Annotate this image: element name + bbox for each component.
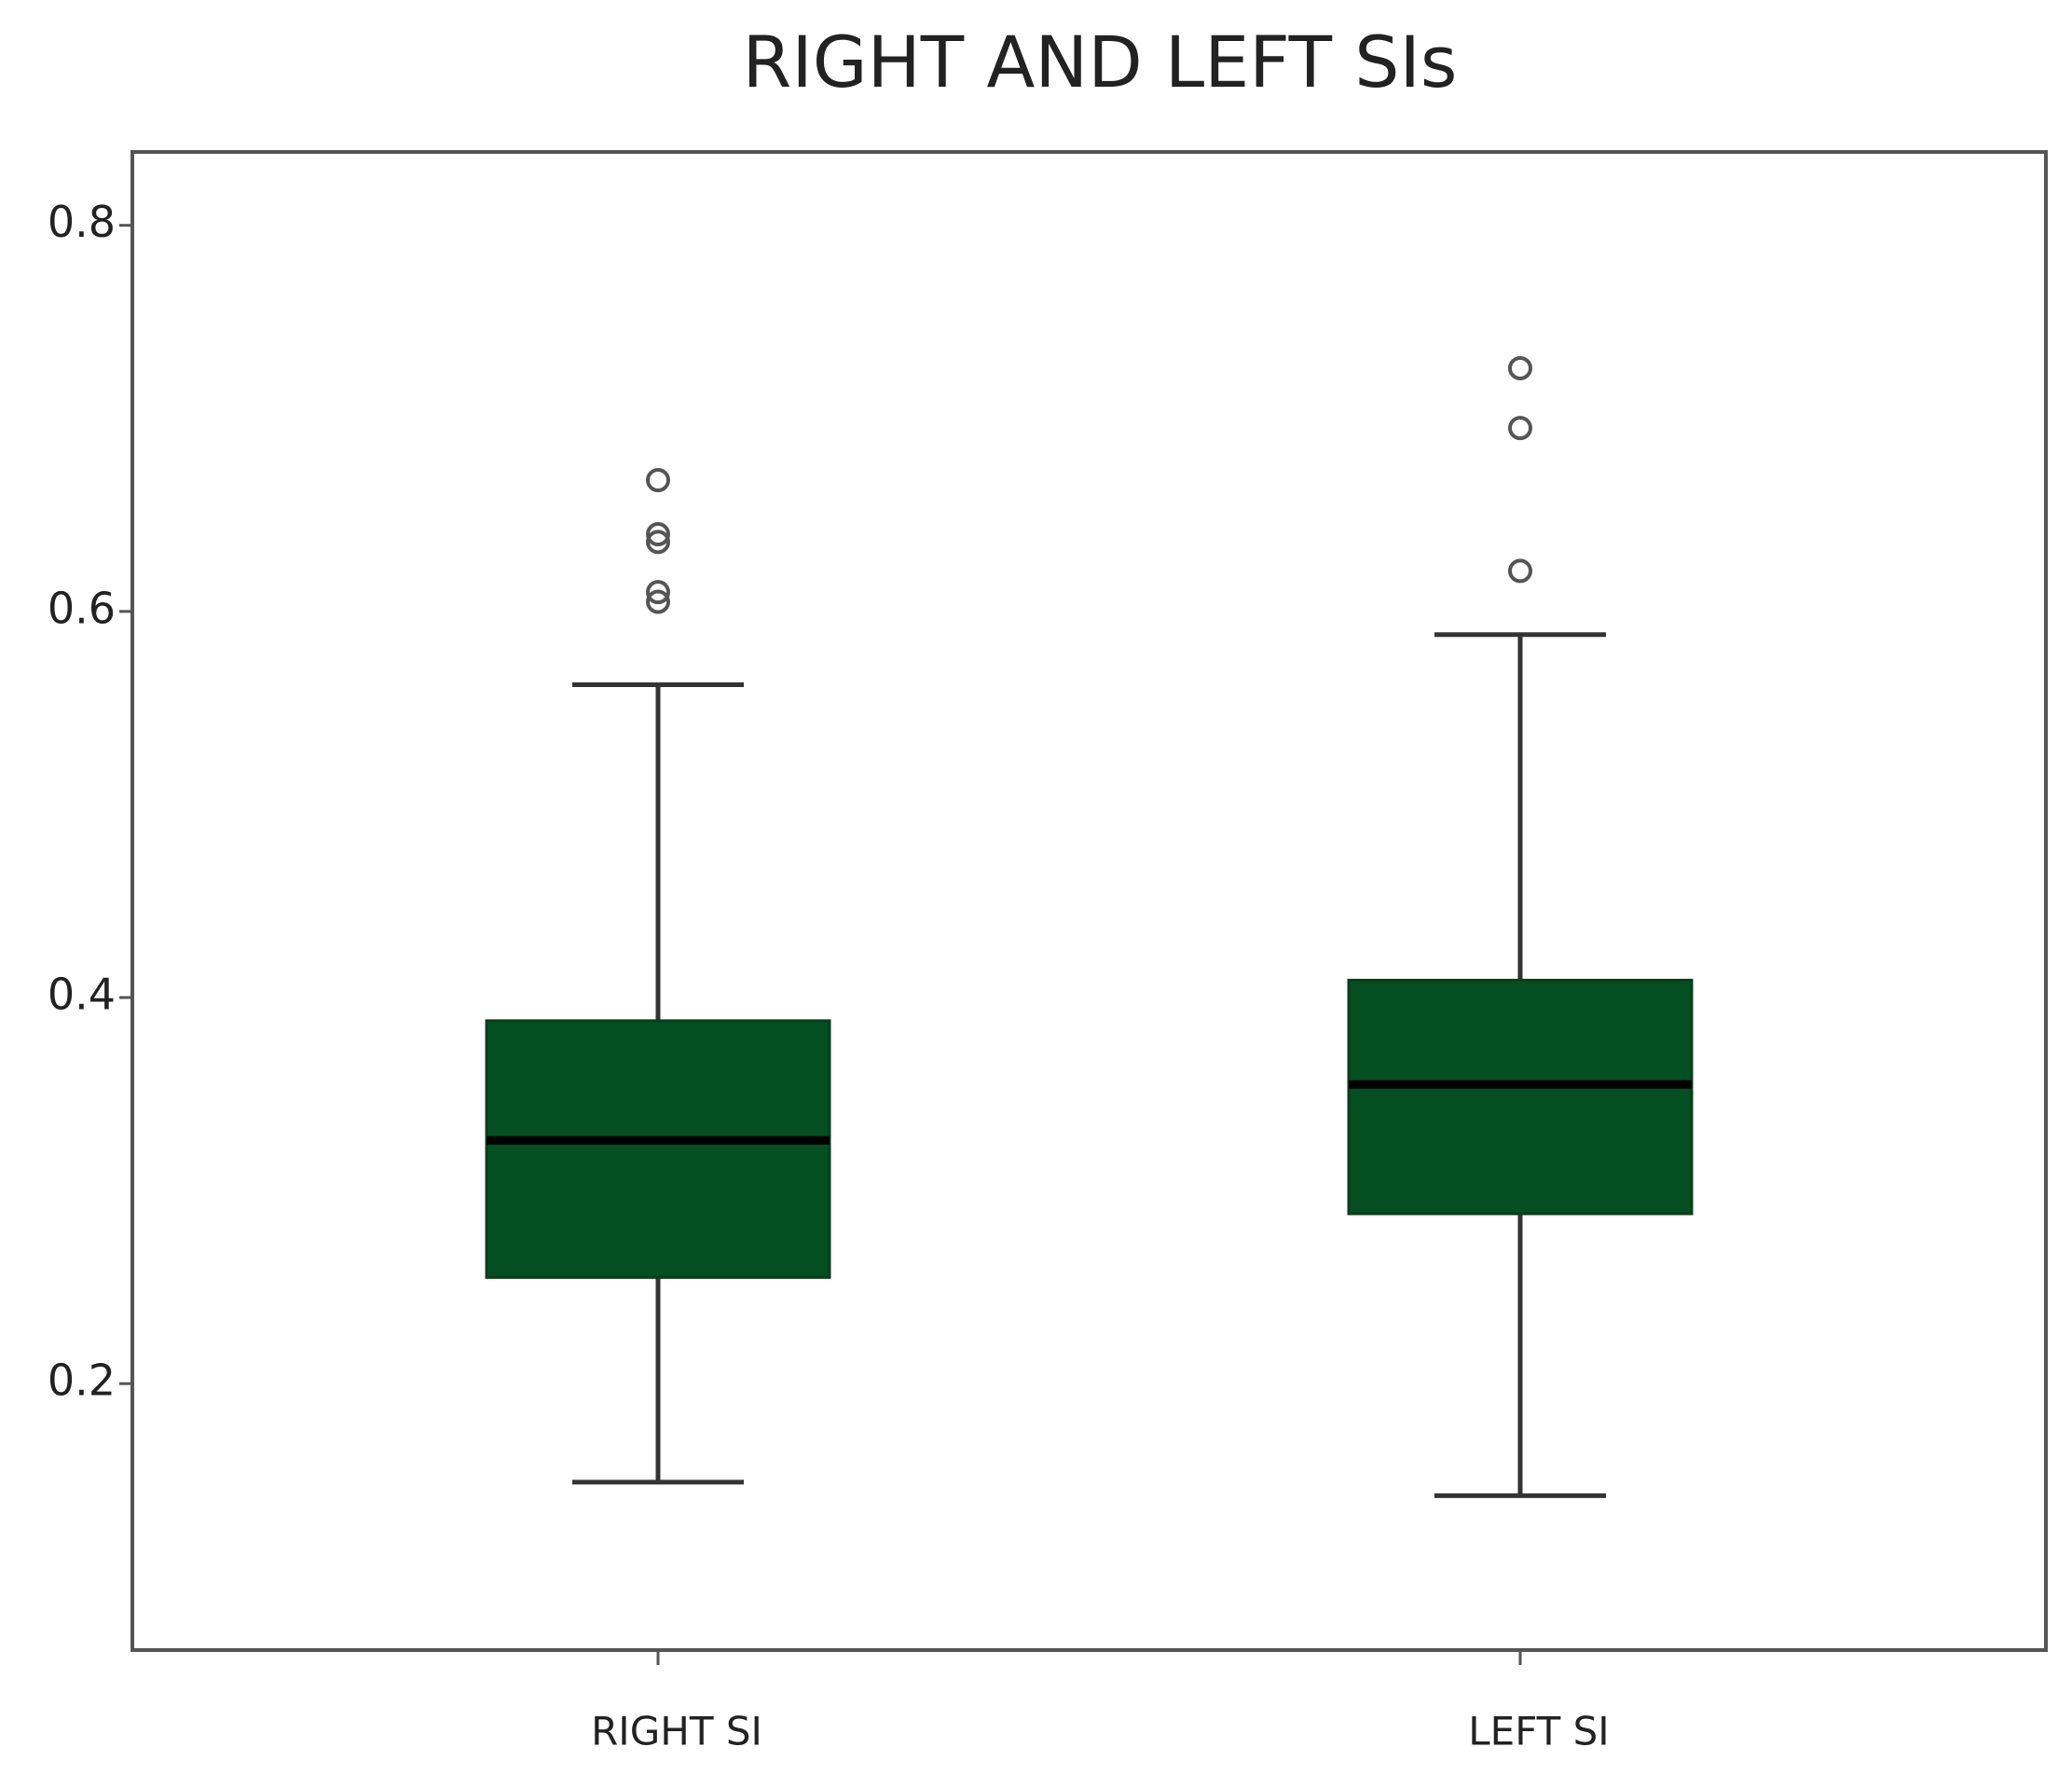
x-tick-label: LEFT SI	[1468, 1709, 1609, 1754]
outlier	[646, 580, 670, 605]
outlier	[646, 522, 670, 547]
outlier	[1508, 416, 1532, 441]
outlier	[1508, 355, 1532, 380]
y-tick-label: 0.6	[48, 583, 116, 633]
outlier	[646, 530, 670, 555]
box	[485, 1019, 831, 1279]
x-tick-label: RIGHT SI	[591, 1709, 762, 1754]
box	[1347, 978, 1694, 1216]
outlier	[1508, 558, 1532, 584]
y-tick-label: 0.8	[48, 197, 116, 247]
plot-frame	[130, 150, 2048, 1652]
y-tick-label: 0.4	[48, 970, 116, 1020]
outlier	[646, 589, 670, 614]
y-tick-label: 0.2	[48, 1355, 116, 1406]
chart-title: RIGHT AND LEFT SIs	[743, 21, 1458, 103]
outlier	[646, 468, 670, 493]
